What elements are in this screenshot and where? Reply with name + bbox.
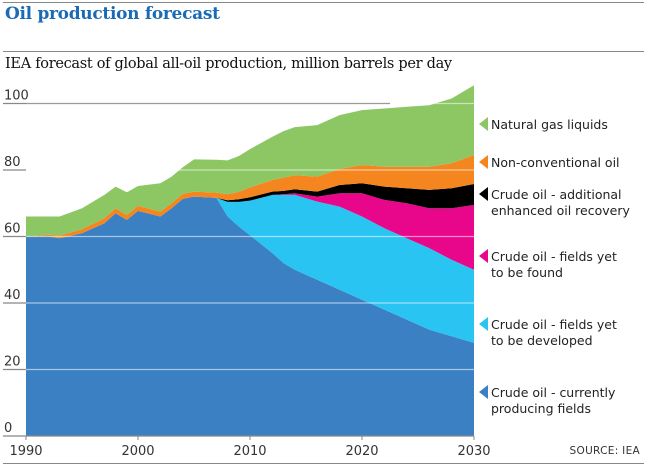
chart-title: Oil production forecast [5,4,220,24]
area-crude-oil-fields-yet-to-be-found [26,193,474,270]
legend-label: to be developed [491,333,593,348]
legend-marker-icon [479,187,488,201]
legend-label: Crude oil - fields yet [491,317,617,332]
y-tick-label: 80 [4,155,21,170]
y-axis: 0 20 40 60 80 100 [4,89,29,437]
area-crude-oil-currently-producing-fields [26,196,474,436]
legend-label: Crude oil - currently [491,385,616,400]
gridlines [3,102,474,437]
stacked-areas [26,85,474,436]
area-natural-gas-liquids [26,85,474,237]
legend-marker-icon [479,117,488,131]
subtitle-rule [3,51,644,52]
legend-item-natural-gas-liquids: Natural gas liquids [479,117,608,132]
x-tick-label: 2030 [457,444,490,459]
x-tick-label: 1990 [9,444,42,459]
chart-subtitle: IEA forecast of global all-oil productio… [5,56,452,72]
y-tick-label: 20 [4,355,21,370]
x-tick-label: 2010 [233,444,266,459]
legend-label: Non-conventional oil [491,155,620,170]
y-tick-label: 0 [4,421,12,436]
legend-label: Natural gas liquids [491,117,608,132]
legend-label: Crude oil - fields yet [491,249,617,264]
source-label: SOURCE: IEA [570,445,641,457]
legend-label: to be found [491,265,563,280]
area-crude-oil-fields-yet-to-be-developed [26,194,474,343]
bottom-rule [3,463,644,464]
legend-marker-icon [479,249,488,263]
y-tick-label: 60 [4,222,21,237]
y-tick-label: 100 [4,89,29,104]
legend-item-non-conventional-oil: Non-conventional oil [479,155,620,170]
legend-label: Crude oil - additional [491,187,622,202]
legend-marker-icon [479,385,488,399]
x-tick-label: 2020 [345,444,378,459]
x-axis: 1990 2000 2010 2020 2030 [9,436,491,459]
top-rule [3,2,644,3]
legend-label: producing fields [491,401,591,416]
area-non-conventional-oil [26,155,474,239]
legend: Natural gas liquids Non-conventional oil C… [479,117,630,416]
legend-marker-icon [479,155,488,169]
legend-marker-icon [479,317,488,331]
legend-label: enhanced oil recovery [491,203,630,218]
x-tick-label: 2000 [121,444,154,459]
y-tick-label: 40 [4,288,21,303]
